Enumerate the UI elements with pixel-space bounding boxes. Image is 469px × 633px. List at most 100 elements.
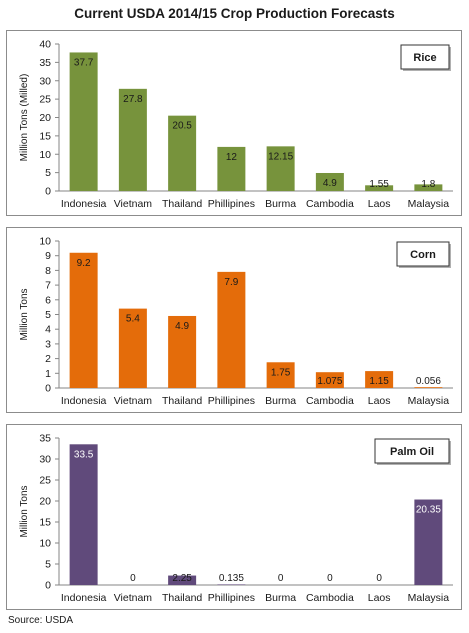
rice-y-tick-label: 30 [39, 75, 51, 87]
palm-oil-category-label: Vietnam [114, 592, 153, 604]
palm-oil-bar-malaysia [414, 499, 443, 585]
corn-bar-burma [266, 362, 295, 388]
palm-oil-bar-thailand [168, 575, 197, 585]
palm-oil-y-tick-label: 20 [39, 496, 51, 508]
rice-y-tick-label: 15 [39, 130, 51, 142]
corn-data-label: 1.75 [271, 367, 291, 378]
rice-data-label: 37.7 [74, 57, 94, 68]
rice-y-tick-label: 20 [39, 112, 51, 124]
corn-legend-box [396, 241, 450, 267]
rice-category-label: Indonesia [61, 198, 107, 210]
corn-data-label: 1.075 [317, 376, 342, 387]
rice-chart-panel: 0 5 10 15 20 25 30 35 40 Million Tons (Milled) 37.… [6, 30, 462, 216]
rice-bar-phillipines [217, 146, 246, 191]
rice-y-tick-label: 5 [45, 167, 51, 179]
rice-bar-indonesia [69, 52, 98, 191]
corn-data-label: 1.15 [369, 376, 389, 387]
rice-data-label: 4.9 [323, 178, 337, 189]
palm-oil-y-tick-label: 35 [39, 433, 51, 445]
palm-oil-y-tick-label: 15 [39, 517, 51, 529]
rice-y-tick-label: 25 [39, 94, 51, 106]
palm-oil-y-tick-label: 5 [45, 559, 51, 571]
palm-oil-category-label: Phillipines [208, 592, 255, 604]
corn-y-tick-label: 3 [45, 338, 51, 350]
corn-y-tick-label: 8 [45, 265, 51, 277]
palm-oil-category-label: Burma [265, 592, 296, 604]
source-note: Source: USDA [8, 615, 74, 626]
corn-y-tick-label: 5 [45, 309, 51, 321]
rice-category-label: Malaysia [408, 198, 450, 210]
rice-data-label: 12.15 [268, 151, 293, 162]
corn-bar-cambodia [315, 372, 344, 388]
corn-data-label: 0.056 [416, 376, 441, 387]
page-title: Current USDA 2014/15 Crop Production For… [74, 6, 395, 21]
rice-bar-laos [365, 185, 394, 191]
corn-bar-thailand [168, 315, 197, 388]
rice-category-label: Phillipines [208, 198, 255, 210]
corn-y-tick-label: 10 [39, 236, 51, 248]
corn-data-label: 9.2 [77, 258, 91, 269]
corn-chart-panel: 0 1 2 3 4 5 6 7 8 9 10 Million Tons 9.2 Indonesia 5.4 V… [6, 227, 462, 413]
rice-data-label: 1.55 [369, 179, 389, 190]
palm-oil-y-tick-label: 0 [45, 580, 51, 592]
corn-y-tick-label: 9 [45, 250, 51, 262]
corn-category-label: Burma [265, 395, 296, 407]
corn-y-tick-label: 6 [45, 294, 51, 306]
palm-oil-data-label: 0 [130, 573, 136, 584]
palm-oil-y-tick-label: 25 [39, 475, 51, 487]
corn-y-tick-label: 0 [45, 383, 51, 395]
palm-oil-chart-panel: 0 5 10 15 20 25 30 35 Million Tons 33.5 Indonesia 0… [6, 424, 462, 610]
palm-oil-bar-phillipines [217, 584, 246, 585]
rice-y-tick-label: 40 [39, 39, 51, 51]
palm-oil-legend-box [374, 438, 450, 464]
corn-bar-malaysia [414, 387, 443, 388]
corn-category-label: Indonesia [61, 395, 107, 407]
rice-y-tick-label: 35 [39, 57, 51, 69]
palm-oil-bar-indonesia [69, 444, 98, 585]
corn-data-label: 7.9 [224, 277, 238, 288]
palm-oil-data-label: 0.135 [219, 573, 244, 584]
rice-bar-vietnam [118, 88, 147, 191]
corn-y-tick-label: 1 [45, 368, 51, 380]
palm-oil-data-label: 0 [376, 573, 382, 584]
palm-oil-y-axis-label: Million Tons [19, 485, 30, 537]
palm-oil-category-label: Malaysia [408, 592, 450, 604]
corn-bar-chart: 0 1 2 3 4 5 6 7 8 9 10 Million Tons 9.2 Indonesia 5.4 V… [19, 236, 453, 407]
palm-oil-data-label: 0 [327, 573, 333, 584]
rice-data-label: 27.8 [123, 94, 143, 105]
palm-oil-legend-label: Palm Oil [390, 446, 434, 458]
rice-bar-chart: 0 5 10 15 20 25 30 35 40 Million Tons (Milled) 37.… [19, 39, 453, 210]
corn-category-label: Vietnam [114, 395, 153, 407]
palm-oil-data-label: 33.5 [74, 449, 94, 460]
rice-bar-cambodia [315, 172, 344, 191]
rice-data-label: 12 [226, 152, 238, 163]
rice-category-label: Burma [265, 198, 296, 210]
palm-oil-category-label: Indonesia [61, 592, 107, 604]
corn-y-tick-label: 4 [45, 324, 51, 336]
rice-y-tick-label: 10 [39, 149, 51, 161]
palm-oil-data-label: 2.25 [172, 573, 192, 584]
corn-data-label: 5.4 [126, 314, 140, 325]
corn-bar-indonesia [69, 252, 98, 388]
rice-data-label: 20.5 [172, 121, 192, 132]
palm-oil-category-label: Thailand [162, 592, 202, 604]
rice-y-axis-label: Million Tons (Milled) [19, 74, 30, 162]
corn-bar-vietnam [118, 308, 147, 388]
rice-category-label: Vietnam [114, 198, 153, 210]
rice-category-label: Laos [368, 198, 391, 210]
palm-oil-y-tick-label: 10 [39, 538, 51, 550]
corn-category-label: Laos [368, 395, 391, 407]
corn-y-tick-label: 2 [45, 353, 51, 365]
rice-y-tick-label: 0 [45, 186, 51, 198]
palm-oil-data-label: 0 [278, 573, 284, 584]
palm-oil-bar-chart: 0 5 10 15 20 25 30 35 Million Tons 33.5 Indonesia 0… [19, 433, 453, 604]
corn-y-axis-label: Million Tons [19, 288, 30, 340]
palm-oil-category-label: Laos [368, 592, 391, 604]
corn-y-tick-label: 7 [45, 280, 51, 292]
corn-category-label: Malaysia [408, 395, 450, 407]
rice-bar-malaysia [414, 184, 443, 191]
corn-bar-phillipines [217, 271, 246, 388]
palm-oil-data-label: 20.35 [416, 505, 441, 516]
palm-oil-category-label: Cambodia [306, 592, 354, 604]
corn-data-label: 4.9 [175, 321, 189, 332]
